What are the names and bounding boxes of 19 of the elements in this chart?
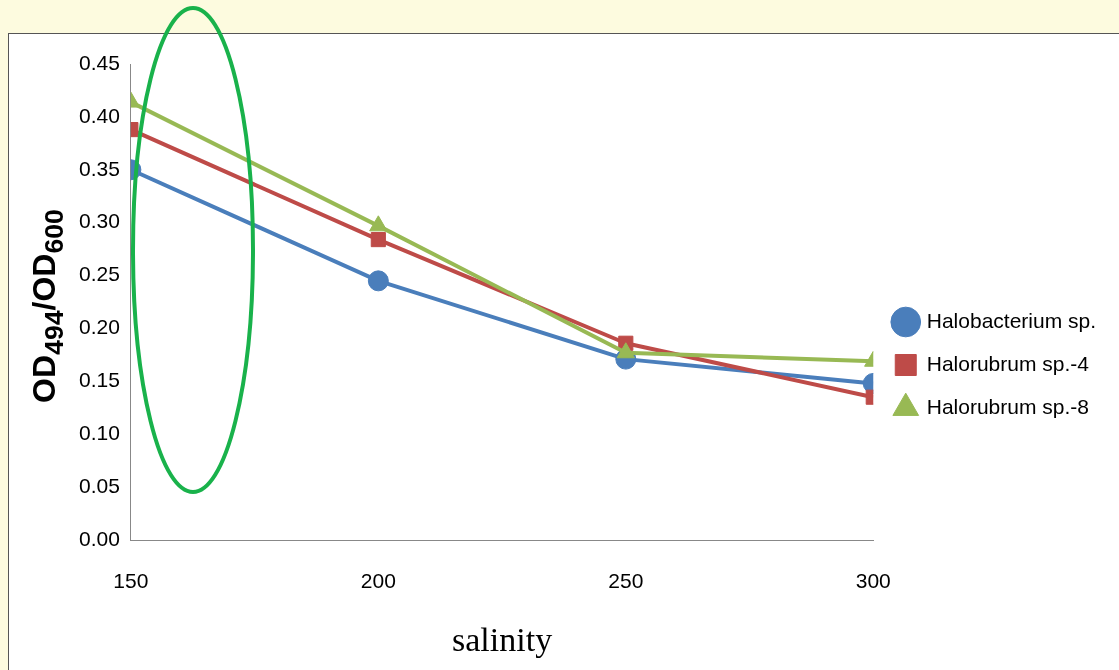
y-tick-label: 0.40 [79,103,120,127]
y-tick-label: 0.25 [79,262,120,286]
y-tick-label: 0.20 [79,315,120,339]
y-tick-label: 0.05 [79,473,120,497]
y-tick-label: 0.45 [79,50,120,74]
x-tick-label: 150 [113,569,149,593]
x-tick-label: 200 [360,569,396,593]
y-tick-label: 0.30 [79,209,120,233]
x-tick-label: 250 [608,569,644,593]
x-axis-title: salinity [452,620,553,658]
point [616,342,635,359]
y-tick-label: 0.15 [79,368,120,392]
legend-label: Halorubrum sp.-4 [926,351,1090,375]
legend-label: Halobacterium sp. [926,308,1097,332]
x-tick-label: 300 [855,569,891,593]
y-tick-label: 0.00 [79,526,120,550]
y-tick-label: 0.35 [79,156,120,180]
legend-label: Halorubrum sp.-8 [926,394,1089,418]
y-tick-label: 0.10 [79,421,120,445]
